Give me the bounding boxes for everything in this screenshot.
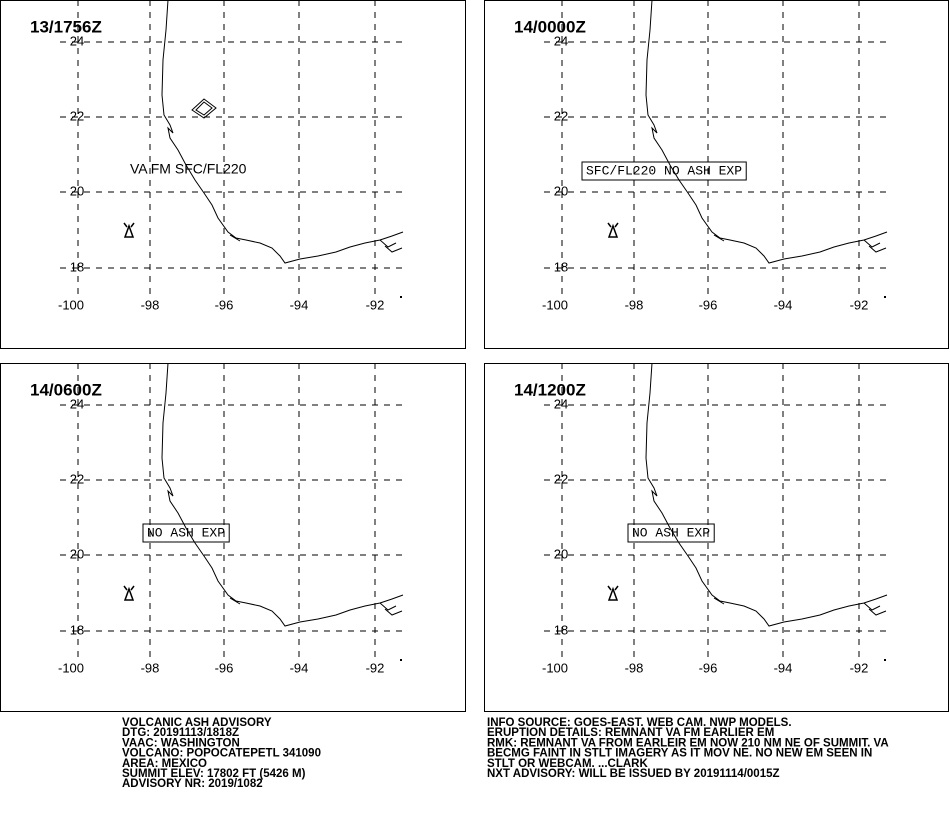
lon-label: -98: [141, 660, 160, 675]
lon-label: -96: [215, 660, 234, 675]
basemap: [543, 0, 890, 299]
lon-label: -94: [290, 660, 309, 675]
lat-label: 22: [70, 471, 84, 486]
lon-label: -98: [625, 297, 644, 312]
forecast-time: 14/0000Z: [514, 17, 586, 36]
lon-label: -92: [366, 660, 385, 675]
advisory-line: INFO SOURCE: GOES-EAST. WEB CAM. NWP MOD…: [487, 717, 792, 729]
forecast-time: 14/1200Z: [514, 380, 586, 399]
advisory-line: AREA: MEXICO: [122, 758, 207, 770]
lon-label: -96: [215, 297, 234, 312]
advisory-line: ADVISORY NR: 2019/1082: [122, 778, 263, 790]
advisory-line: RMK: REMNANT VA FROM EARLEIR EM NOW 210 …: [487, 737, 889, 749]
lat-label: 20: [70, 546, 84, 561]
advisory-line: BECMG FAINT IN STLT IMAGERY AS IT MOV NE…: [487, 748, 872, 760]
lon-label: -100: [542, 297, 568, 312]
lat-label: 22: [554, 471, 568, 486]
lon-label: -92: [366, 297, 385, 312]
advisory-line: SUMMIT ELEV: 17802 FT (5426 M): [122, 768, 306, 780]
panel-frame: [0, 0, 466, 349]
panel-frame: [484, 0, 949, 349]
basemap: [543, 362, 890, 662]
panel-frame: [484, 363, 949, 712]
basemap: [59, 362, 406, 662]
lat-label: 18: [554, 259, 568, 274]
basemap: [59, 0, 406, 299]
annotation: VA FM SFC/FL220: [130, 161, 247, 177]
advisory-line: DTG: 20191113/1818Z: [122, 727, 239, 739]
annotation: NO ASH EXP: [147, 525, 225, 540]
advisory-line: VAAC: WASHINGTON: [122, 737, 240, 749]
lon-label: -96: [699, 297, 718, 312]
lon-label: -98: [141, 297, 160, 312]
lat-label: 18: [70, 259, 84, 274]
forecast-time: 13/1756Z: [30, 17, 102, 36]
lat-label: 24: [554, 396, 568, 411]
lon-label: -98: [625, 660, 644, 675]
lon-label: -100: [58, 297, 84, 312]
advisory-line: NXT ADVISORY: WILL BE ISSUED BY 20191114…: [487, 768, 780, 780]
lon-label: -94: [290, 297, 309, 312]
advisory-line: VOLCANIC ASH ADVISORY: [122, 717, 272, 729]
annotation-box: [581, 161, 747, 181]
lon-label: -92: [850, 660, 869, 675]
annotation-box: [627, 523, 715, 543]
annotation-box: [142, 523, 230, 543]
lat-label: 24: [70, 33, 84, 48]
lat-label: 20: [554, 546, 568, 561]
advisory-line: ERUPTION DETAILS: REMNANT VA FM EARLIER …: [487, 727, 774, 739]
lon-label: -100: [542, 660, 568, 675]
annotation: SFC/FL220 NO ASH EXP: [586, 163, 742, 178]
lat-label: 18: [554, 622, 568, 637]
advisory-line: VOLCANO: POPOCATEPETL 341090: [122, 748, 321, 760]
lon-label: -96: [699, 660, 718, 675]
advisory-line: STLT OR WEBCAM. ...CLARK: [487, 758, 648, 770]
lat-label: 20: [70, 183, 84, 198]
lat-label: 20: [554, 183, 568, 198]
lat-label: 18: [70, 622, 84, 637]
lat-label: 24: [554, 33, 568, 48]
lat-label: 22: [554, 108, 568, 123]
forecast-time: 14/0600Z: [30, 380, 102, 399]
lat-label: 22: [70, 108, 84, 123]
panel-frame: [0, 363, 466, 712]
annotation: NO ASH EXP: [632, 525, 710, 540]
ash-area: [191, 98, 217, 119]
lon-label: -92: [850, 297, 869, 312]
lat-label: 24: [70, 396, 84, 411]
lon-label: -94: [774, 660, 793, 675]
lon-label: -100: [58, 660, 84, 675]
lon-label: -94: [774, 297, 793, 312]
